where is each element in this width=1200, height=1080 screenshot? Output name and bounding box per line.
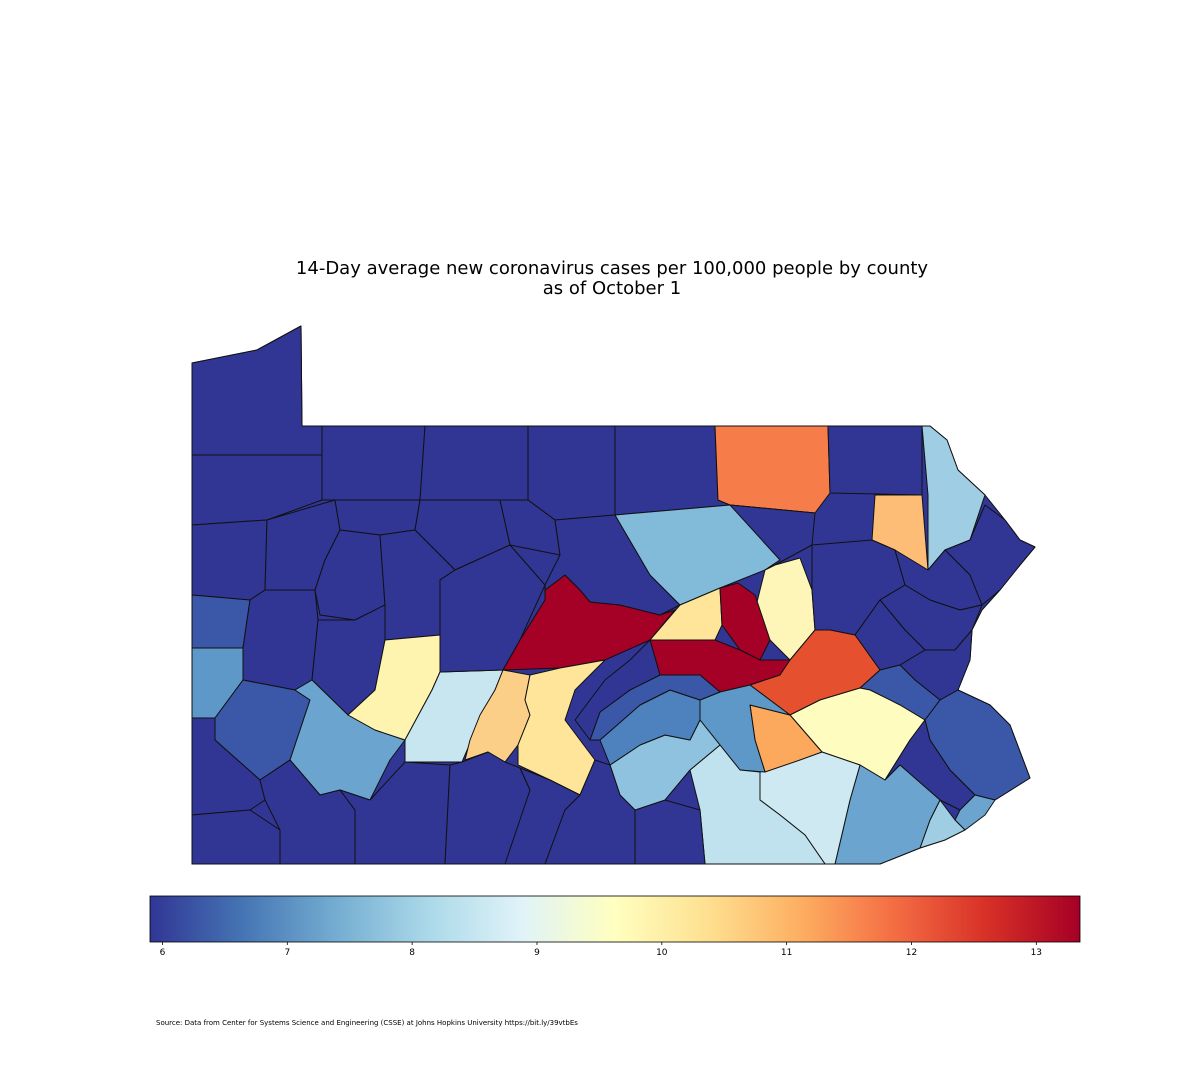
county-crawford[interactable] — [191, 454, 323, 526]
county-franklin[interactable] — [544, 759, 636, 865]
map-title: 14-Day average new coronavirus cases per… — [295, 258, 929, 279]
colorbar-tick-label: 11 — [781, 948, 792, 958]
colorbar-gradient — [149, 895, 1081, 943]
colorbar-tick-label: 7 — [284, 948, 290, 958]
colorbar-tick-label: 6 — [160, 948, 166, 958]
county-montour[interactable] — [719, 582, 771, 661]
county-clinton[interactable] — [544, 514, 681, 616]
county-mifflin[interactable] — [574, 639, 661, 741]
county-westmoreland[interactable] — [289, 679, 406, 801]
colorbar-tick-label: 9 — [534, 948, 540, 958]
colorbar-tick-label: 10 — [656, 948, 668, 958]
colorbar-tick-label: 8 — [409, 948, 415, 958]
source-note: Source: Data from Center for Systems Sci… — [156, 1019, 578, 1027]
colorbar-ticks: 6 7 8 9 10 11 12 13 — [160, 942, 1042, 958]
colorbar-tick-label: 13 — [1031, 948, 1042, 958]
county-wayne[interactable] — [921, 425, 986, 571]
colorbar-tick-label: 12 — [906, 948, 917, 958]
county-pike[interactable] — [944, 504, 1036, 606]
map-subtitle: as of October 1 — [542, 278, 682, 299]
